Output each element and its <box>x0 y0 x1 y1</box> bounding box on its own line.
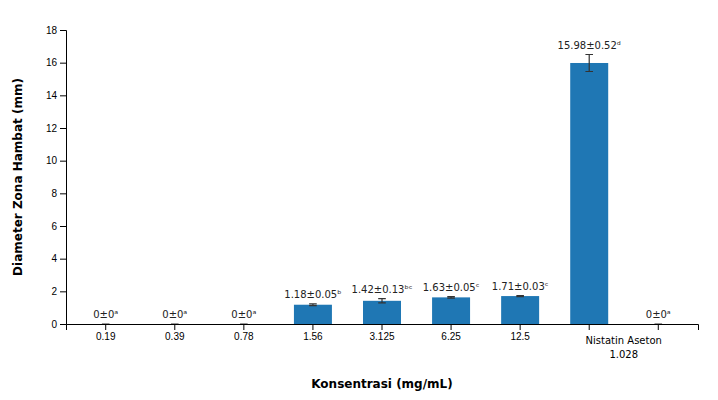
y-tick: 14 <box>46 90 66 101</box>
bar <box>363 301 401 324</box>
y-tick-label: 6 <box>51 221 57 232</box>
x-axis-title: Konsentrasi (mg/mL) <box>311 377 452 391</box>
y-tick-label: 4 <box>51 253 57 264</box>
x-tick-mark <box>174 324 175 330</box>
annotation: Nistatin Aseton <box>586 335 662 346</box>
y-tick-mark <box>60 95 66 96</box>
x-tick: 0.39 <box>165 324 185 342</box>
error-bar <box>102 323 110 324</box>
bar <box>156 324 194 325</box>
y-tick-mark <box>60 291 66 292</box>
x-tick-mark <box>312 324 313 330</box>
error-bar <box>585 55 593 72</box>
y-tick-label: 12 <box>46 123 58 134</box>
data-labels: 0±0ᵃ 0±0ᵃ 0±0ᵃ 1.18±0.05ᵇ 1.42±0.13ᵇᶜ 1.63±0.… <box>93 40 671 321</box>
bar <box>225 324 263 325</box>
x-tick-mark <box>451 324 452 330</box>
x-tick-label: 0.19 <box>96 331 116 342</box>
x-tick: 0.78 <box>234 324 254 342</box>
y-tick-mark <box>60 226 66 227</box>
y-axis: 0 2 4 6 8 10 12 14 16 18 <box>46 25 67 330</box>
x-tick-label: 6.25 <box>441 331 461 342</box>
annotation: 1.028 <box>609 349 638 360</box>
data-label: 0±0ᵃ <box>162 309 187 320</box>
bar <box>87 324 125 325</box>
x-tick <box>589 324 590 330</box>
chart: 0 2 4 6 8 10 12 14 16 18 0.19 0.39 0.78 1.56 3.125 6.25… <box>0 0 718 400</box>
y-tick-mark <box>60 128 66 129</box>
x-tick-mark <box>243 324 244 330</box>
bar <box>501 296 539 324</box>
error-bar <box>309 304 317 306</box>
x-tick-label: 3.125 <box>369 331 394 342</box>
y-tick: 10 <box>46 155 66 166</box>
x-tick: 12.5 <box>510 324 530 342</box>
x-tick-label: 1.56 <box>303 331 323 342</box>
y-axis-title: Diameter Zona Hambat (mm) <box>11 78 25 276</box>
y-tick: 4 <box>51 253 66 264</box>
plot: 0 2 4 6 8 10 12 14 16 18 0.19 0.39 0.78 1.56 3.125 6.25… <box>11 25 699 391</box>
y-tick-mark <box>60 161 66 162</box>
data-label: 0±0ᵃ <box>93 309 118 320</box>
y-tick-label: 2 <box>51 286 57 297</box>
error-bar <box>516 295 524 297</box>
y-tick-mark <box>60 63 66 64</box>
bar <box>432 297 470 324</box>
x-tick-mark <box>589 324 590 330</box>
y-tick-mark <box>60 324 66 325</box>
data-label: 0±0ᵃ <box>231 309 256 320</box>
x-axis-line <box>67 325 699 331</box>
y-tick: 16 <box>46 57 66 68</box>
y-tick-label: 8 <box>51 188 57 199</box>
y-tick-mark <box>60 193 66 194</box>
data-label: 1.71±0.03ᶜ <box>492 281 549 292</box>
error-bar <box>378 299 386 303</box>
y-tick: 8 <box>51 188 66 199</box>
x-tick-mark <box>105 324 106 330</box>
marks <box>102 55 662 325</box>
data-label: 1.42±0.13ᵇᶜ <box>352 284 413 295</box>
y-tick: 0 <box>51 319 66 330</box>
error-bar <box>654 323 662 324</box>
bar <box>570 63 608 324</box>
x-tick: 1.56 <box>303 324 323 342</box>
y-tick: 2 <box>51 286 66 297</box>
x-tick-label: 12.5 <box>510 331 530 342</box>
x-tick: 0.19 <box>96 324 116 342</box>
x-tick: 6.25 <box>441 324 461 342</box>
error-bar <box>171 323 179 324</box>
x-tick <box>658 324 659 330</box>
y-tick: 6 <box>51 221 66 232</box>
y-tick-mark <box>60 259 66 260</box>
y-tick-label: 0 <box>51 319 57 330</box>
error-bar <box>240 323 248 324</box>
y-tick: 12 <box>46 123 66 134</box>
bar <box>294 305 332 324</box>
data-label: 15.98±0.52ᵈ <box>558 40 621 51</box>
y-tick-label: 14 <box>46 90 58 101</box>
y-tick-label: 18 <box>46 25 58 36</box>
x-tick-mark <box>658 324 659 330</box>
x-tick-mark <box>382 324 383 330</box>
data-label: 0±0ᵃ <box>646 309 671 320</box>
data-label: 1.18±0.05ᵇ <box>284 289 341 300</box>
y-tick-label: 10 <box>46 155 58 166</box>
data-label: 1.63±0.05ᶜ <box>423 282 480 293</box>
y-tick: 18 <box>46 25 66 36</box>
bar <box>639 324 677 325</box>
x-tick-mark <box>520 324 521 330</box>
y-axis-line <box>60 31 67 325</box>
x-tick-label: 0.78 <box>234 331 254 342</box>
error-bar <box>447 297 455 299</box>
y-tick-mark <box>60 30 66 31</box>
y-tick-label: 16 <box>46 57 58 68</box>
x-tick-label: 0.39 <box>165 331 185 342</box>
x-tick: 3.125 <box>369 324 394 342</box>
